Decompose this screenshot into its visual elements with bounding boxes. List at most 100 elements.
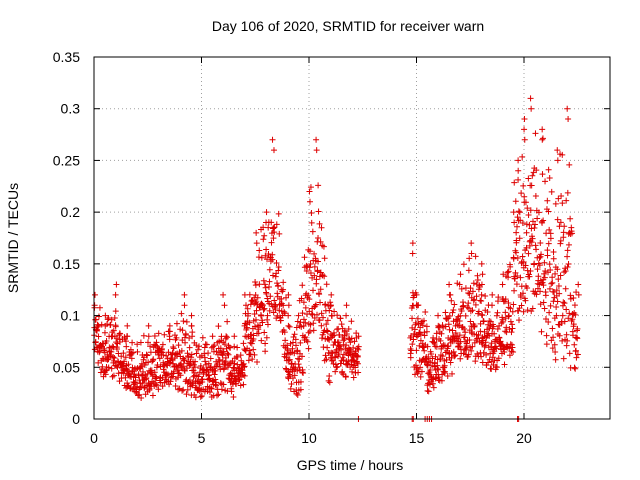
data-point [112, 308, 119, 315]
data-point [575, 281, 582, 288]
data-point [260, 306, 267, 313]
data-point [508, 341, 515, 348]
data-point [143, 374, 150, 381]
data-point [473, 336, 480, 343]
data-point [561, 318, 568, 325]
data-point [253, 229, 260, 236]
data-point [553, 304, 560, 311]
data-point [454, 333, 461, 340]
data-point [425, 353, 432, 360]
data-point [281, 308, 288, 315]
data-point [193, 342, 200, 349]
data-point [270, 147, 277, 154]
data-point [564, 263, 571, 270]
data-point [545, 166, 552, 173]
data-point [523, 221, 530, 228]
data-point [423, 328, 430, 335]
x-tick-label: 20 [516, 430, 532, 446]
data-point [168, 374, 175, 381]
data-point [546, 285, 553, 292]
data-point [123, 343, 130, 350]
data-point [559, 337, 566, 344]
data-point [139, 380, 146, 387]
data-point [241, 372, 248, 379]
data-point [466, 255, 473, 262]
data-point [313, 276, 320, 283]
data-point [262, 340, 269, 347]
data-point [475, 308, 482, 315]
data-point [513, 249, 520, 256]
data-point [523, 229, 530, 236]
data-point [186, 344, 193, 351]
data-point [507, 341, 514, 348]
data-point [306, 198, 313, 205]
data-point [91, 302, 98, 309]
data-point [197, 363, 204, 370]
data-point [440, 324, 447, 331]
data-point [523, 244, 530, 251]
data-point [180, 363, 187, 370]
data-point [494, 309, 501, 316]
data-point [354, 360, 361, 367]
data-point [318, 310, 325, 317]
data-point [111, 314, 118, 321]
data-point [230, 393, 237, 400]
data-point [245, 357, 252, 364]
data-point [429, 376, 436, 383]
data-point [310, 287, 317, 294]
data-point [116, 378, 123, 385]
data-point [561, 223, 568, 230]
data-point [223, 333, 230, 340]
data-point [333, 364, 340, 371]
data-point [295, 355, 302, 362]
data-point [251, 351, 258, 358]
data-point [323, 327, 330, 334]
data-point [417, 331, 424, 338]
data-point [263, 219, 270, 226]
data-point [349, 368, 356, 375]
data-point [173, 334, 180, 341]
data-point [247, 301, 254, 308]
data-point [425, 358, 432, 365]
data-point [558, 192, 565, 199]
data-point [565, 241, 572, 248]
data-point [145, 339, 151, 346]
data-point [436, 323, 443, 330]
data-point [120, 370, 127, 377]
data-point [331, 308, 338, 315]
data-point [574, 335, 581, 342]
data-point [113, 281, 120, 288]
data-point [441, 362, 448, 369]
data-point [304, 338, 311, 345]
data-point [482, 342, 489, 349]
data-point [457, 271, 464, 278]
data-point [449, 327, 456, 334]
data-point [269, 272, 276, 279]
data-point [552, 348, 559, 355]
data-point [313, 136, 320, 143]
data-point [421, 332, 428, 339]
data-point [318, 322, 325, 329]
data-point [296, 364, 303, 371]
data-point [311, 315, 318, 322]
data-point [262, 252, 269, 259]
data-point [95, 333, 102, 340]
data-point [323, 321, 330, 328]
data-point [292, 336, 299, 343]
data-point [472, 358, 479, 365]
data-point [522, 262, 529, 269]
data-point [182, 339, 189, 346]
data-point [177, 361, 184, 368]
data-point [307, 269, 314, 276]
data-point [535, 209, 542, 216]
data-point [542, 292, 549, 299]
data-point [133, 366, 140, 373]
data-point [516, 209, 523, 216]
data-point [557, 237, 564, 244]
data-point [542, 178, 549, 185]
data-point [256, 247, 263, 254]
data-point [537, 239, 544, 246]
data-point [291, 372, 298, 379]
data-point [134, 341, 141, 348]
